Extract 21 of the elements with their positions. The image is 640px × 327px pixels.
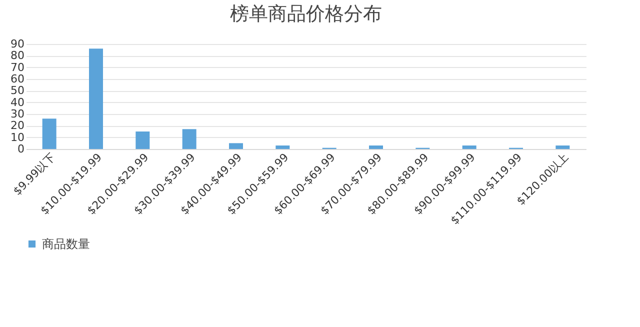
bar (182, 129, 196, 149)
y-tick-label: 10 (10, 130, 24, 144)
y-tick-label: 60 (10, 72, 24, 86)
bar (369, 146, 383, 149)
bar (276, 146, 290, 149)
y-tick-label: 80 (10, 49, 24, 62)
y-tick-label: 90 (10, 38, 24, 50)
bar (556, 146, 570, 149)
y-tick-label: 20 (10, 119, 24, 132)
legend-label: 商品数量 (42, 237, 90, 251)
y-tick-label: 40 (10, 96, 24, 109)
chart-title: 榜单商品价格分布 (230, 3, 382, 25)
y-tick-label: 70 (10, 60, 24, 74)
y-tick-label: 30 (10, 108, 24, 120)
y-tick-label: 0 (18, 142, 24, 156)
y-tick-label: 50 (10, 84, 24, 98)
bar (229, 143, 243, 149)
bar (136, 132, 150, 149)
bar (89, 48, 103, 149)
bar (42, 118, 56, 149)
bar (462, 146, 476, 149)
